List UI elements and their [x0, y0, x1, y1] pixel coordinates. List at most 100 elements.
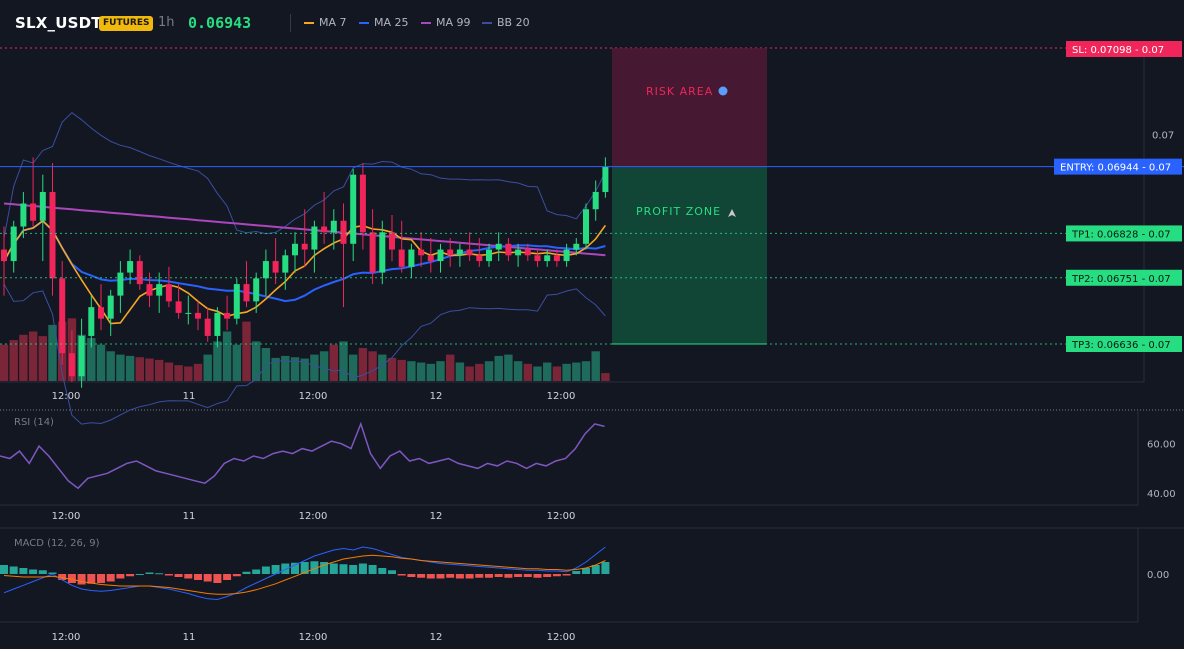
legend-bb20-label: BB 20	[497, 16, 530, 29]
volume-bar	[300, 358, 309, 381]
sl-label: SL: 0.07098 - 0.07	[1072, 45, 1164, 56]
time-tick-label: 12	[430, 632, 443, 643]
price-tick-label: 0.07	[1152, 130, 1174, 141]
volume-bar	[416, 362, 426, 381]
candle-body	[534, 255, 541, 262]
symbol-name[interactable]: SLX_USDT	[15, 14, 102, 32]
candle-body	[476, 255, 483, 262]
macd-histogram-bar	[543, 574, 552, 577]
legend-ma7[interactable]: MA 7	[304, 16, 347, 29]
time-tick-label: 11	[183, 511, 196, 522]
volume-bar	[572, 362, 581, 381]
volume-bar	[28, 331, 38, 381]
volume-bar	[349, 354, 358, 381]
legend-bb20[interactable]: BB 20	[482, 16, 530, 29]
volume-bar	[271, 357, 280, 381]
macd-histogram-bar	[562, 574, 571, 576]
volume-bar	[465, 366, 474, 381]
candle-body	[107, 295, 114, 319]
volume-bar	[290, 357, 300, 381]
volume-bar	[543, 362, 552, 381]
candle-body	[117, 272, 124, 296]
volume-bar	[368, 351, 377, 381]
volume-bar	[213, 341, 222, 381]
candle-body	[602, 166, 609, 192]
candle-body	[146, 284, 153, 296]
interval-label[interactable]: 1h	[158, 15, 175, 30]
tp-label-box	[1066, 225, 1182, 242]
time-tick-label: 12:00	[299, 632, 328, 643]
candle-body	[39, 191, 46, 221]
volume-bar	[436, 361, 445, 381]
macd-histogram-bar	[523, 574, 532, 577]
rsi-tick-label: 40.00	[1147, 489, 1176, 500]
candle-body	[515, 249, 522, 256]
candle-body	[447, 249, 454, 256]
time-tick-label: 12:00	[299, 391, 328, 402]
macd-histogram-bar	[135, 574, 144, 575]
candle-body	[30, 203, 37, 221]
volume-bar	[591, 351, 600, 381]
legend-ma25[interactable]: MA 25	[359, 16, 409, 29]
candle-body	[311, 226, 318, 250]
candle-body	[553, 255, 560, 262]
signal-line	[3, 554, 606, 595]
candle-body	[49, 191, 56, 279]
macd-histogram-bar	[475, 574, 484, 578]
candle-body	[262, 261, 269, 279]
candle-body	[340, 220, 347, 244]
macd-histogram-bar	[203, 574, 212, 582]
volume-bar	[504, 354, 513, 381]
candle-body	[389, 232, 395, 250]
time-tick-label: 12:00	[299, 511, 328, 522]
volume-bar	[125, 355, 135, 381]
candle-body	[563, 249, 570, 262]
macd-histogram-bar	[504, 574, 513, 578]
volume-bar	[513, 361, 523, 381]
header-divider	[290, 14, 291, 32]
macd-histogram-bar	[533, 574, 542, 578]
futures-badge: FUTURES	[99, 16, 154, 31]
time-tick-label: 11	[183, 391, 196, 402]
volume-bar	[19, 334, 28, 381]
macd-histogram-bar	[174, 574, 183, 577]
candle-body	[408, 249, 415, 267]
macd-histogram-bar	[67, 574, 76, 583]
volume-bar	[135, 357, 144, 381]
legend-ma25-label: MA 25	[374, 16, 409, 29]
legend-ma7-label: MA 7	[319, 16, 347, 29]
macd-histogram-bar	[145, 572, 154, 574]
ma25-line	[3, 219, 606, 303]
macd-histogram-bar	[407, 574, 416, 577]
sl-label-box	[1066, 41, 1182, 57]
volume-bar	[601, 373, 610, 381]
macd-histogram-bar	[271, 565, 280, 574]
tp-label: TP1: 0.06828 - 0.07	[1071, 229, 1171, 240]
time-tick-label: 12	[430, 391, 443, 402]
macd-histogram-bar	[184, 574, 193, 579]
volume-bar	[281, 355, 290, 381]
rsi-tick-label: 60.00	[1147, 440, 1176, 451]
time-tick-label: 12:00	[547, 391, 576, 402]
macd-histogram-bar	[388, 570, 396, 574]
candle-body	[321, 226, 328, 233]
macd-histogram-bar	[213, 574, 222, 583]
volume-bar	[446, 354, 455, 381]
candle-body	[301, 243, 308, 250]
time-tick-label: 12	[430, 511, 443, 522]
candle-body	[59, 278, 66, 354]
candle-body	[369, 232, 376, 273]
macd-histogram-bar	[378, 568, 387, 574]
candle-body	[592, 191, 599, 210]
macd-histogram-bar	[232, 574, 241, 577]
legend-ma99[interactable]: MA 99	[421, 16, 471, 29]
candle-body	[292, 243, 298, 256]
macd-histogram-bar	[242, 571, 251, 574]
candle-body	[456, 249, 463, 256]
macd-histogram-bar	[87, 574, 96, 584]
time-tick-label: 12:00	[52, 511, 81, 522]
volume-bar	[184, 366, 193, 381]
macd-histogram-bar	[106, 574, 115, 582]
macd-histogram-bar	[601, 562, 610, 574]
